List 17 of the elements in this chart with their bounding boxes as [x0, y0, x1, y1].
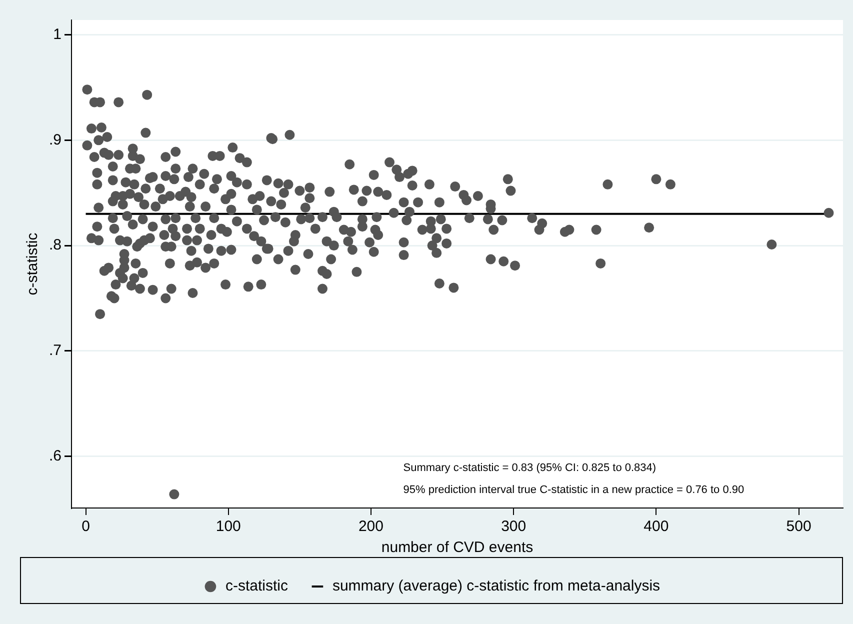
legend-label: summary (average) c-statistic from meta-analysis [332, 578, 660, 595]
y-tick-label: 1 [53, 26, 62, 43]
x-tick-label: 0 [82, 518, 90, 536]
y-tick-label: .8 [48, 236, 62, 254]
annotation: 95% prediction interval true C-statistic in a new practice = 0.76 to 0.90 [403, 484, 744, 496]
x-tick-label: 100 [216, 518, 241, 536]
annotation: Summary c-statistic = 0.83 (95% CI: 0.825 to 0.834) [403, 462, 656, 474]
x-tick-label: 200 [358, 518, 384, 536]
x-axis-title: number of CVD events [381, 539, 534, 556]
x-tick-label: 400 [644, 518, 669, 536]
y-tick-label: .7 [48, 342, 62, 360]
y-tick-label: .6 [48, 447, 62, 464]
legend-label: c-statistic [225, 578, 288, 595]
x-tick-label: 300 [501, 518, 526, 536]
y-tick-label: .9 [48, 131, 62, 148]
y-axis-title: c-statistic [24, 232, 42, 296]
x-tick-label: 500 [786, 518, 812, 536]
